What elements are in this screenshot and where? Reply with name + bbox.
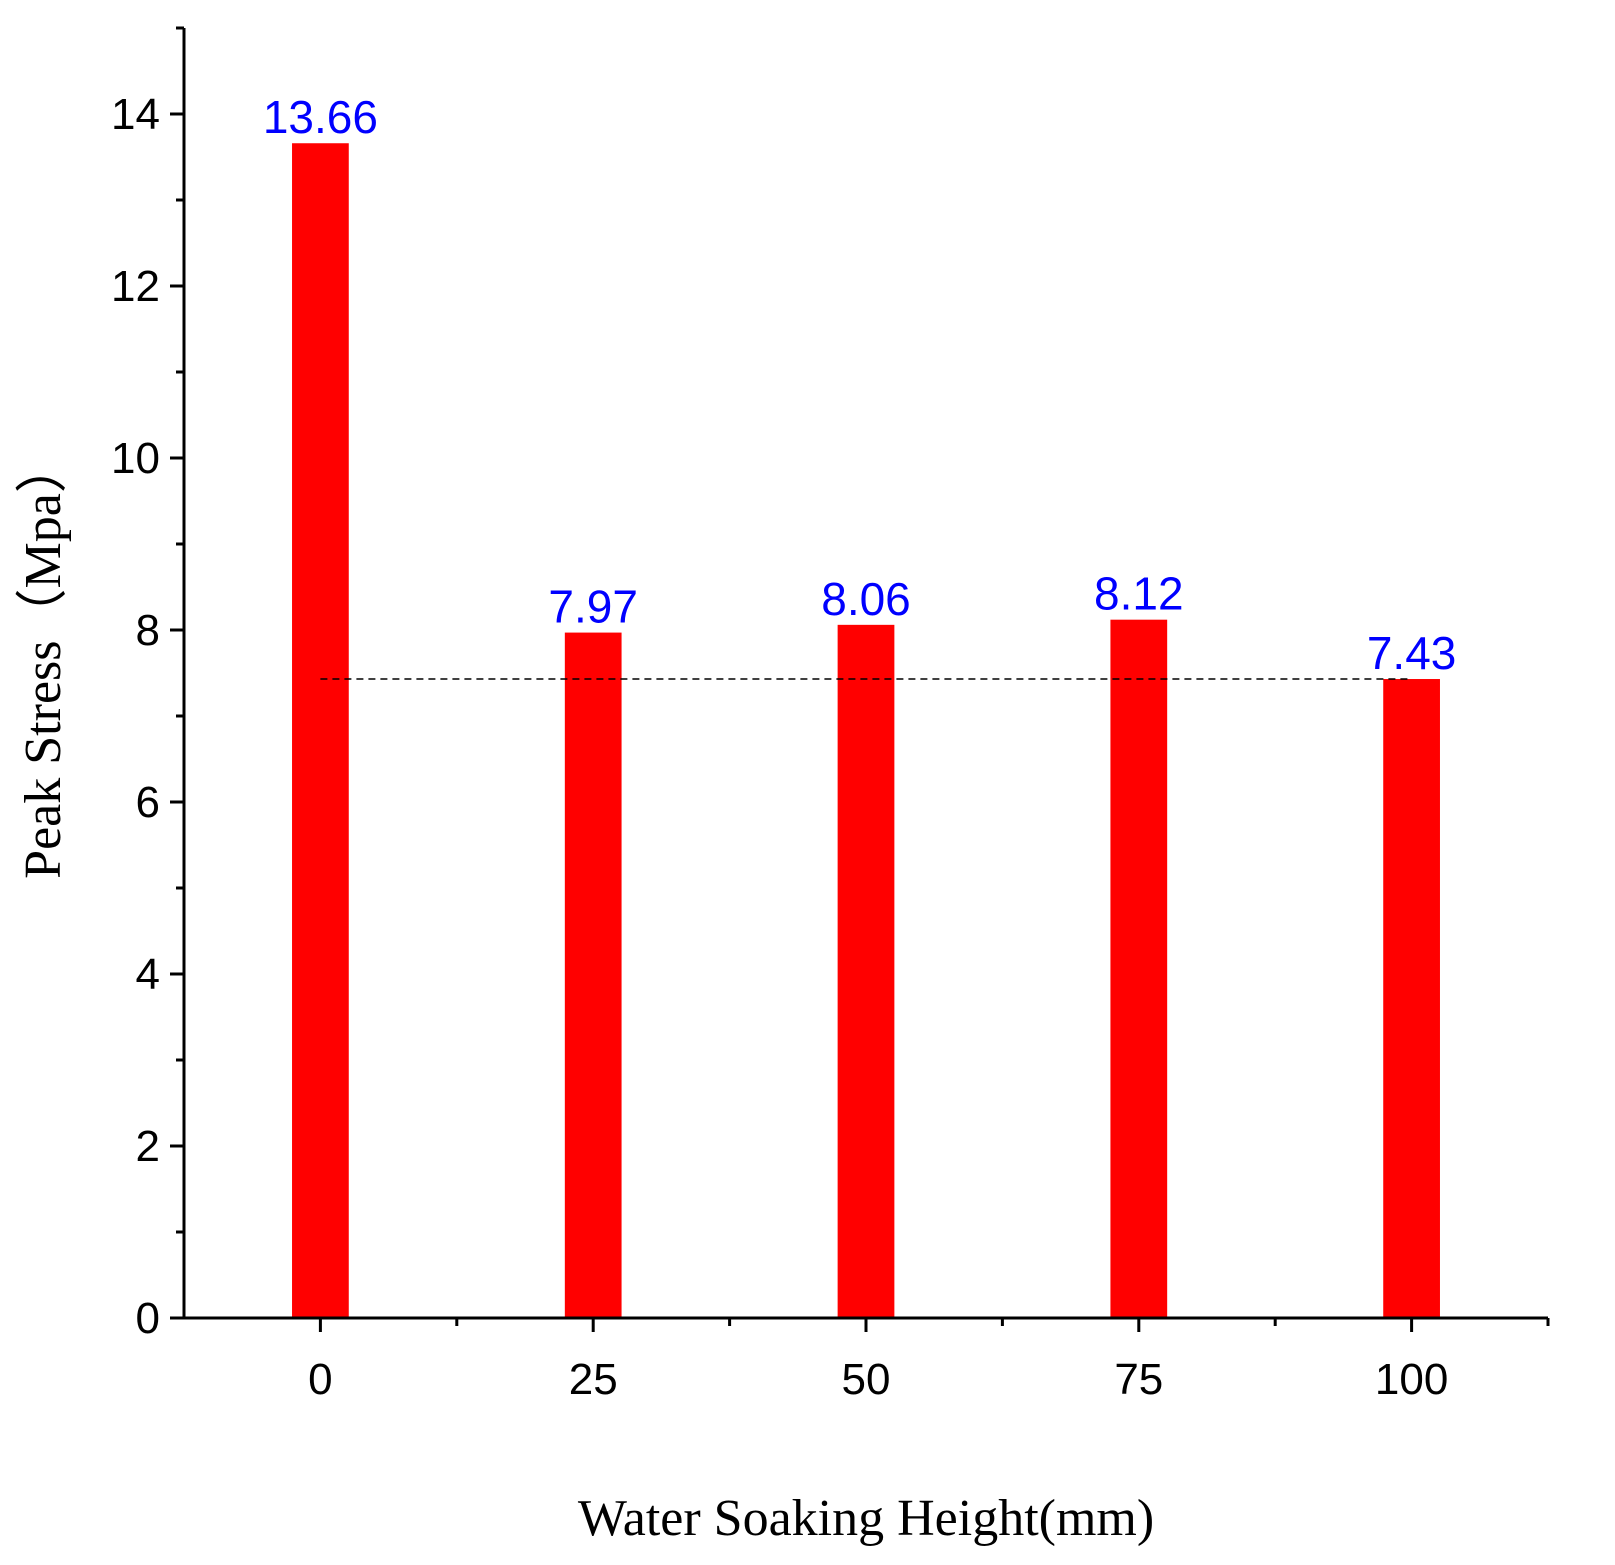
x-axis-title: Water Soaking Height(mm) [578, 1490, 1154, 1547]
data-label-75: 8.12 [1094, 568, 1184, 620]
y-tick-label-6: 6 [136, 778, 160, 827]
x-tick-label-75: 75 [1114, 1355, 1163, 1404]
y-tick-label-2: 2 [136, 1122, 160, 1171]
x-tick-label-100: 100 [1375, 1355, 1448, 1404]
data-label-0: 13.66 [263, 91, 378, 143]
x-tick-label-25: 25 [569, 1355, 618, 1404]
bar-75 [1110, 619, 1168, 1318]
data-labels-group: 13.66 7.97 8.06 8.12 7.43 [263, 91, 1457, 679]
data-label-100: 7.43 [1367, 627, 1457, 679]
x-tick-label-0: 0 [308, 1355, 332, 1404]
y-tick-label-14: 14 [111, 90, 160, 139]
y-tick-label-0: 0 [136, 1294, 160, 1343]
data-label-25: 7.97 [548, 581, 638, 633]
bar-50 [837, 624, 895, 1318]
bar-100 [1383, 679, 1440, 1318]
y-tick-label-4: 4 [136, 950, 160, 999]
y-axis-title: Peak Stress（Mpa） [15, 441, 72, 879]
x-tick-label-50: 50 [842, 1355, 891, 1404]
bar-0 [292, 143, 349, 1319]
y-tick-label-10: 10 [111, 434, 160, 483]
bars-group [292, 143, 1440, 1319]
y-tick-label-8: 8 [136, 606, 160, 655]
bar-25 [564, 632, 622, 1318]
ticks-group: 0 2 4 6 8 10 12 14 0 25 50 75 100 [111, 26, 1550, 1404]
y-tick-label-12: 12 [111, 262, 160, 311]
data-label-50: 8.06 [821, 573, 911, 625]
